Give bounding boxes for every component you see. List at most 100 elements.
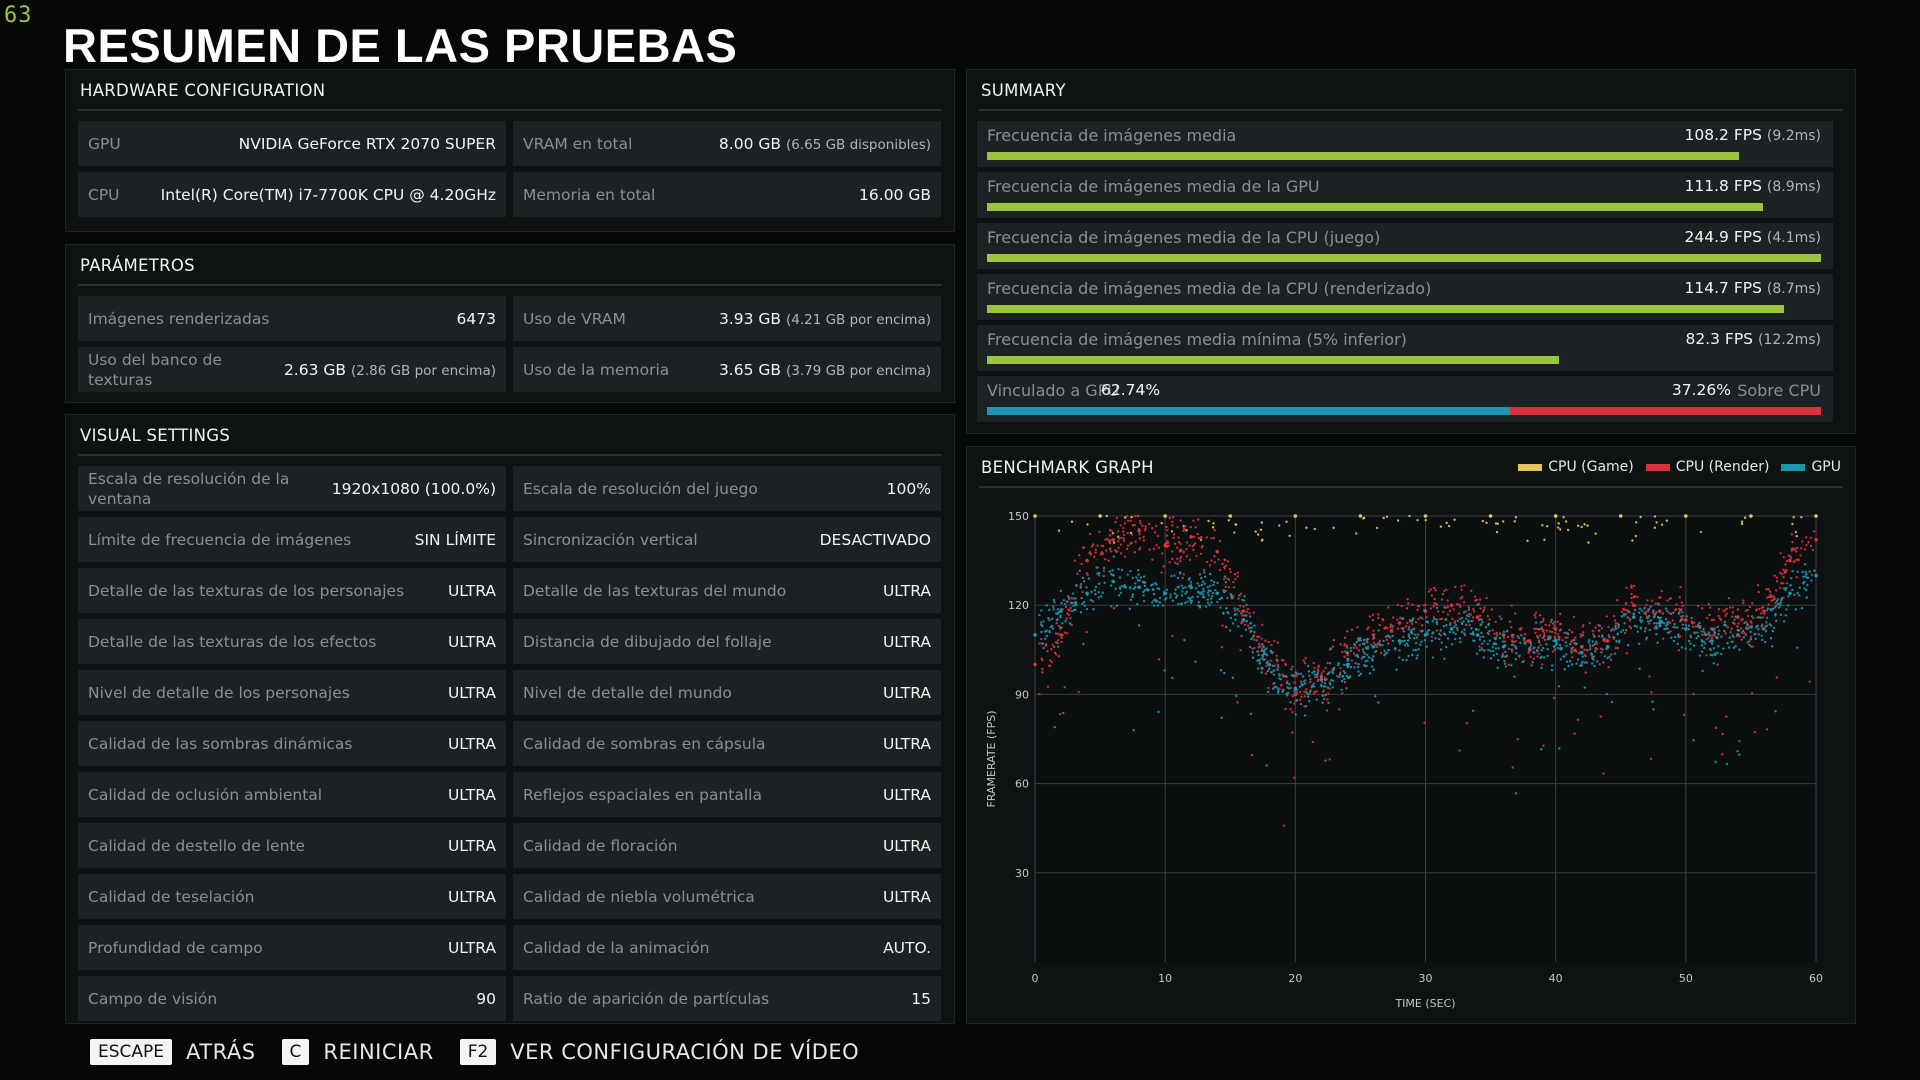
cpu-render-point xyxy=(1678,635,1682,638)
gpu-point xyxy=(1197,600,1201,604)
gpu-point xyxy=(1537,646,1540,649)
cpu-render-point xyxy=(1775,676,1778,679)
cpu-render-point xyxy=(1438,617,1442,621)
gpu-point xyxy=(1568,643,1572,646)
gpu-point xyxy=(1210,601,1213,604)
cpu-render-point xyxy=(1526,639,1529,642)
restart-button[interactable]: REINICIAR xyxy=(323,1040,434,1064)
setting-value: ULTRA xyxy=(447,683,496,702)
gpu-point xyxy=(1775,619,1778,623)
cpu-render-point xyxy=(1646,610,1650,613)
legend-item: CPU (Game) xyxy=(1518,459,1634,475)
gpu-point xyxy=(1514,792,1518,795)
gpu-point xyxy=(1510,643,1514,647)
cpu-render-point xyxy=(1108,534,1112,537)
cpu-render-point xyxy=(1352,652,1356,655)
cpu-render-point xyxy=(1534,616,1537,619)
param-vram-value: 3.93 GB (4.21 GB por encima) xyxy=(718,309,931,328)
cpu-render-point xyxy=(1275,654,1278,657)
f2-key[interactable]: F2 xyxy=(459,1039,497,1065)
cpu-game-point xyxy=(1416,518,1419,522)
setting-label: Calidad de la animación xyxy=(523,938,710,957)
cpu-render-point xyxy=(1761,616,1764,619)
cpu-render-point xyxy=(1454,585,1457,589)
cpu-render-point xyxy=(1510,626,1513,629)
gpu-point xyxy=(1222,589,1226,592)
video-settings-button[interactable]: VER CONFIGURACIÓN DE VÍDEO xyxy=(510,1040,860,1064)
cpu-render-point xyxy=(1122,537,1126,540)
cpu-game-point xyxy=(1559,528,1562,531)
gpu-point xyxy=(1475,633,1480,637)
gpu-point xyxy=(1575,642,1578,645)
cpu-render-point xyxy=(1177,541,1181,544)
gpu-point xyxy=(1558,643,1562,647)
cpu-render-point xyxy=(1556,633,1560,636)
legend-label: GPU xyxy=(1811,459,1841,475)
cpu-game-point xyxy=(1580,525,1583,529)
cpu-game-point xyxy=(1408,514,1411,518)
cpu-render-point xyxy=(1293,681,1296,684)
cpu-render-point xyxy=(1073,559,1077,562)
gpu-point xyxy=(1183,638,1186,642)
gpu-point xyxy=(1810,579,1813,582)
param-texture-label: Uso del banco de texturas xyxy=(88,350,222,389)
gpu-point xyxy=(1081,576,1085,580)
gpu-point xyxy=(1637,611,1641,614)
cpu-render-point xyxy=(1549,621,1552,624)
gpu-point xyxy=(1689,642,1692,646)
gpu-point xyxy=(1635,625,1639,628)
gpu-point xyxy=(1460,621,1464,625)
gpu-point xyxy=(1789,584,1792,587)
gpu-point xyxy=(1327,701,1330,704)
gpu-point xyxy=(1738,753,1741,756)
gpu-point xyxy=(1409,620,1412,623)
gpu-point xyxy=(1439,648,1443,651)
gpu-point xyxy=(1384,652,1387,655)
gpu-point xyxy=(1681,623,1684,626)
gpu-point xyxy=(1097,590,1100,594)
legend-item: CPU (Render) xyxy=(1645,459,1770,475)
gpu-point xyxy=(1203,582,1207,585)
gpu-point xyxy=(1481,620,1484,624)
gpu-point xyxy=(1639,626,1642,629)
gpu-point xyxy=(1248,645,1252,649)
cpu-render-point xyxy=(1176,557,1179,561)
back-button[interactable]: ATRÁS xyxy=(186,1040,256,1064)
c-key[interactable]: C xyxy=(281,1039,310,1065)
gpu-point xyxy=(1608,635,1611,639)
setting-label: Sincronización vertical xyxy=(523,530,698,549)
gpu-point xyxy=(1169,593,1172,596)
gpu-point xyxy=(1070,601,1074,605)
gpu-point xyxy=(1644,627,1647,630)
gpu-point xyxy=(1788,591,1792,596)
gpu-point xyxy=(1171,676,1174,680)
gpu-point xyxy=(1458,749,1461,752)
gpu-point xyxy=(1189,599,1192,602)
gpu-point xyxy=(1306,693,1310,696)
cpu-game-point xyxy=(1293,514,1298,518)
gpu-point xyxy=(1072,609,1076,612)
cpu-render-point xyxy=(1701,633,1704,636)
cpu-render-point xyxy=(1317,664,1321,668)
gpu-point xyxy=(1587,641,1590,644)
legend-label: CPU (Render) xyxy=(1675,459,1770,475)
gpu-point xyxy=(1467,608,1471,611)
cpu-render-point xyxy=(1117,540,1120,543)
setting-row: Límite de frecuencia de imágenes SIN LÍMI… xyxy=(78,517,506,562)
gpu-point xyxy=(1185,590,1189,593)
cpu-render-point xyxy=(1216,550,1219,553)
summary-panel: SUMMARY Frecuencia de imágenes media 108.… xyxy=(966,69,1856,434)
cpu-render-point xyxy=(1224,585,1227,589)
cpu-render-point xyxy=(1774,601,1777,605)
cpu-render-point xyxy=(1389,623,1392,626)
cpu-render-point xyxy=(1078,554,1081,557)
cpu-render-point xyxy=(1472,608,1475,611)
cpu-render-point xyxy=(1747,614,1750,618)
cpu-render-point xyxy=(1188,544,1191,547)
escape-key[interactable]: ESCAPE xyxy=(90,1039,173,1065)
cpu-render-point xyxy=(1658,609,1662,613)
cpu-render-point xyxy=(1386,627,1389,630)
gpu-point xyxy=(1710,639,1714,643)
gpu-point xyxy=(1112,555,1116,558)
cpu-render-point xyxy=(1705,617,1709,620)
